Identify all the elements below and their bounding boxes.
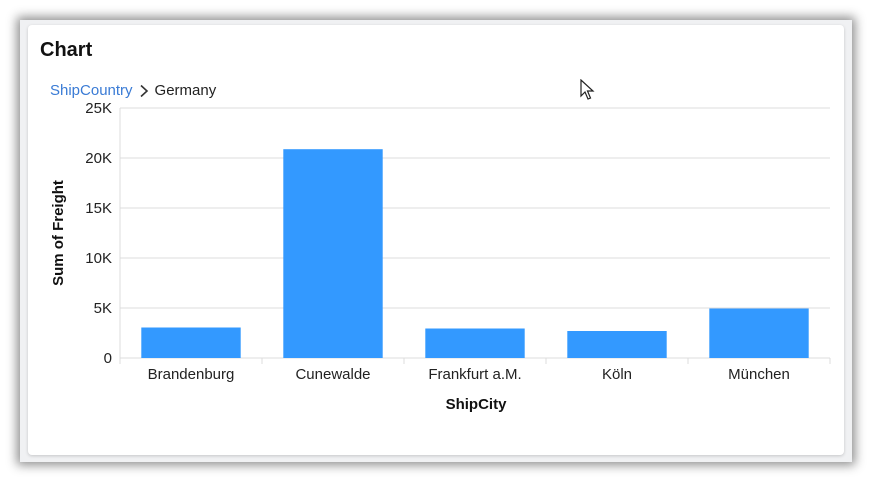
chart-card: Chart ShipCountry Germany 0 5K 10K 15K 20K 25… — [28, 25, 844, 455]
bar — [283, 149, 383, 358]
y-axis-title: Sum of Freight — [50, 180, 67, 286]
x-tick-label: Brandenburg — [148, 366, 235, 383]
mouse-cursor-icon — [580, 79, 595, 100]
bar — [141, 327, 241, 358]
window-frame: Chart ShipCountry Germany 0 5K 10K 15K 20K 25… — [20, 20, 852, 462]
breadcrumb-root-link[interactable]: ShipCountry — [50, 82, 133, 99]
x-tick-label: München — [728, 366, 790, 383]
breadcrumb-current: Germany — [154, 82, 217, 99]
breadcrumb: ShipCountry Germany — [50, 82, 216, 99]
bar-chart: 0 5K 10K 15K 20K 25K Brandenburg Cunewalde Frank… — [50, 100, 831, 413]
y-tick-label: 25K — [85, 100, 112, 117]
y-tick-label: 0 — [104, 350, 112, 367]
bar — [567, 331, 667, 358]
x-tick-label: Cunewalde — [295, 366, 370, 383]
x-tick-label: Frankfurt a.M. — [428, 366, 521, 383]
bar — [709, 308, 809, 358]
y-tick-label: 10K — [85, 250, 112, 267]
y-tick-label: 15K — [85, 200, 112, 217]
y-tick-label: 5K — [94, 300, 112, 317]
card-title: Chart — [40, 39, 93, 61]
chevron-right-icon — [140, 84, 148, 97]
x-axis-title: ShipCity — [446, 396, 507, 413]
bar — [425, 328, 525, 358]
x-tick-label: Köln — [602, 366, 632, 383]
y-tick-label: 20K — [85, 150, 112, 167]
